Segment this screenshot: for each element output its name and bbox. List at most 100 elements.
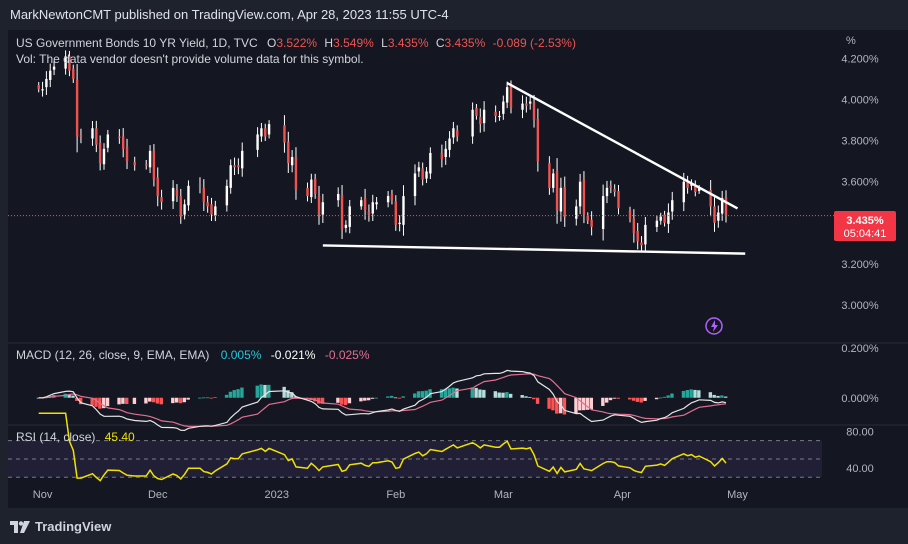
candle-body <box>156 177 159 197</box>
candle-body <box>133 162 136 166</box>
macd-histogram-bar <box>401 396 405 398</box>
rsi-legend-label: RSI (14, close) <box>16 430 95 444</box>
candle-body <box>609 185 613 188</box>
macd-histogram-bar <box>493 391 498 398</box>
rsi-line <box>38 412 727 482</box>
footer: TradingView <box>0 508 908 544</box>
macd-histogram-bar <box>689 389 693 398</box>
candle-body <box>413 173 417 197</box>
candle-body <box>290 157 294 166</box>
macd-histogram-bar <box>685 390 690 398</box>
macd-histogram-bar <box>255 385 259 398</box>
candle-body <box>125 146 129 162</box>
change-value: -0.089 (-2.53%) <box>493 36 576 50</box>
macd-histogram-bar <box>562 397 567 415</box>
macd-histogram-bar <box>186 397 190 400</box>
candle-body <box>601 196 605 229</box>
macd-histogram-bar <box>359 397 363 402</box>
macd-histogram-bar <box>236 389 240 398</box>
candle-body <box>160 197 163 203</box>
candle-body <box>617 190 620 209</box>
candle-body <box>521 103 524 110</box>
candle-body <box>532 102 536 121</box>
rsi-y-tick-label: 40.00 <box>846 463 874 475</box>
macd-pane <box>36 369 728 432</box>
macd-histogram-bar <box>666 395 670 398</box>
candle-body <box>425 171 428 179</box>
macd-signal-line <box>38 373 727 427</box>
candle-body <box>421 168 424 180</box>
candle-body <box>310 179 313 198</box>
macd-histogram-bar <box>712 394 716 398</box>
macd-histogram-bar <box>144 397 148 404</box>
candle-body <box>390 194 394 201</box>
lightning-icon[interactable] <box>705 317 723 335</box>
macd-histogram-bar <box>155 397 160 404</box>
y-tick-label: 3.000% <box>841 300 879 312</box>
candle-body <box>41 89 44 91</box>
candle-body <box>671 200 674 212</box>
macd-histogram-bar <box>389 395 394 398</box>
macd-histogram-bar <box>67 394 71 398</box>
macd-histogram-bar <box>205 397 210 399</box>
macd-histogram-bar <box>393 397 398 399</box>
chart-panel[interactable]: 4.200% 4.000% 3.800% 3.600% 3.200% 3.000%% 0.2… <box>8 30 908 508</box>
h-value: 3.549% <box>333 36 374 50</box>
macd-line-value: -0.021% <box>271 348 316 362</box>
candle-body <box>655 220 659 227</box>
macd-histogram-bar <box>628 397 632 400</box>
candle-body <box>640 242 643 246</box>
candle-body <box>502 101 505 114</box>
candle-body <box>187 185 190 206</box>
trendline <box>506 81 739 210</box>
macd-histogram-bar <box>347 397 352 404</box>
candle-body <box>667 212 670 224</box>
y-tick-label: 3.800% <box>841 136 879 148</box>
candle-body <box>429 152 432 174</box>
c-value: 3.435% <box>445 36 486 50</box>
candle-body <box>682 181 685 203</box>
tradingview-logo[interactable]: TradingView <box>10 519 111 534</box>
chart-svg[interactable]: 4.200% 4.000% 3.800% 3.600% 3.200% 3.000%% 0.2… <box>8 30 908 508</box>
candle-body <box>371 202 374 214</box>
macd-histogram-bar <box>159 397 163 405</box>
macd-y-tick-label: 0.000% <box>841 393 879 405</box>
candle-body <box>267 124 271 135</box>
macd-histogram-bar <box>693 389 697 398</box>
macd-histogram-bar <box>551 397 555 411</box>
candle-body <box>471 109 474 137</box>
macd-histogram-bar <box>505 392 509 398</box>
candle-body <box>148 150 152 168</box>
candle-body <box>313 178 317 195</box>
candle-body <box>659 216 662 221</box>
macd-histogram-bar <box>366 397 371 401</box>
macd-histogram-bar <box>535 397 540 404</box>
candle-body <box>456 130 459 137</box>
macd-histogram-bar <box>228 391 233 398</box>
price-badge: 3.435% 05:04:41 <box>834 211 896 241</box>
candle-body <box>548 163 551 188</box>
volume-note: Vol: The data vendor doesn't provide vol… <box>16 52 364 66</box>
l-value: 3.435% <box>388 36 429 50</box>
x-tick-label: 2023 <box>265 489 289 501</box>
macd-histogram-bar <box>224 394 229 398</box>
macd-histogram-bar <box>455 388 459 398</box>
macd-histogram-bar <box>439 389 444 398</box>
candle-body <box>118 136 121 138</box>
y-tick-label: 3.200% <box>841 259 879 271</box>
macd-histogram-bar <box>708 392 713 398</box>
macd-histogram-bar <box>482 389 486 398</box>
candle-body <box>264 128 267 137</box>
macd-histogram-bar <box>370 397 375 399</box>
macd-signal-value: -0.025% <box>325 348 370 362</box>
candle-body <box>225 185 229 206</box>
macd-histogram-bar <box>209 397 213 399</box>
macd-y-tick-label: 0.200% <box>841 343 879 355</box>
candle-body <box>375 202 378 205</box>
macd-histogram-bar <box>197 397 202 399</box>
candle-body <box>49 70 52 80</box>
candle-body <box>306 187 309 197</box>
macd-histogram-bar <box>363 397 367 401</box>
candle-body <box>360 200 363 207</box>
macd-histogram-bar <box>639 397 643 403</box>
